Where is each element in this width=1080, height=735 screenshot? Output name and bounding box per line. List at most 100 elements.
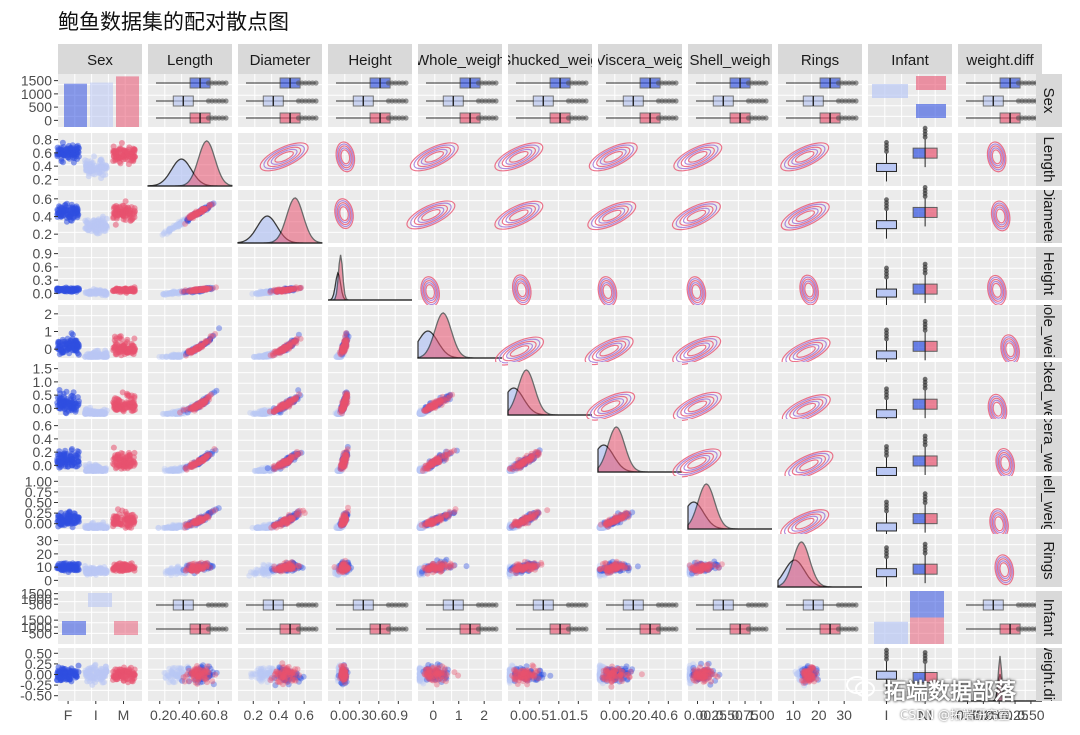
- point-M: [344, 337, 351, 344]
- panel-Length-vs-Rings: [778, 133, 862, 186]
- point-M: [127, 287, 134, 294]
- point-M: [124, 349, 131, 356]
- point-I: [163, 353, 170, 360]
- point-F: [69, 462, 76, 469]
- point-F: [63, 456, 70, 463]
- bar-F: [64, 83, 87, 127]
- contour: [592, 144, 635, 170]
- point-M: [273, 349, 280, 356]
- contour: [424, 150, 445, 163]
- point-M: [126, 213, 133, 219]
- contour: [794, 150, 815, 163]
- point-F: [213, 387, 220, 394]
- point-F: [64, 287, 71, 294]
- contour: [413, 144, 456, 170]
- point-F: [63, 398, 69, 405]
- point-I: [83, 163, 89, 170]
- panel-Sex-vs-Whole_weight: [418, 74, 502, 127]
- panel-Height-vs-Whole_weight: [418, 247, 502, 308]
- panel-Shucked_weight-vs-Diameter: [238, 362, 322, 417]
- point-F: [70, 457, 77, 464]
- panel-Shucked_weight-vs-weight.diff: [958, 362, 1042, 425]
- contour: [420, 148, 448, 165]
- box-NI-M: [924, 340, 938, 352]
- point-M: [427, 404, 434, 410]
- contour: [588, 142, 638, 172]
- panel-Diameter-vs-Shell_weight: [671, 190, 772, 243]
- panel-Shucked_weight-vs-Whole_weight: [416, 362, 502, 417]
- contour: [986, 141, 1007, 173]
- point-F: [70, 206, 77, 213]
- panel-background: [598, 133, 682, 186]
- outlier: [475, 80, 482, 86]
- panel-Length-vs-Sex: [54, 133, 142, 186]
- point-M: [191, 287, 198, 294]
- panel-Diameter-vs-Sex: [54, 190, 142, 243]
- point-M: [111, 455, 118, 462]
- point-M: [202, 338, 209, 344]
- contour: [596, 146, 631, 168]
- contour: [791, 148, 819, 165]
- point-M: [286, 402, 293, 409]
- point-F: [70, 159, 77, 166]
- outlier: [922, 261, 928, 267]
- point-I: [164, 410, 171, 417]
- contour: [991, 149, 1002, 165]
- outlier: [745, 80, 752, 86]
- panel-background: [688, 133, 772, 186]
- contour: [673, 142, 723, 172]
- panel-background: [868, 305, 952, 358]
- box-NI-F: [912, 147, 926, 159]
- panel-Length-vs-Diameter: [238, 133, 322, 186]
- contour: [339, 147, 352, 167]
- point-F: [73, 347, 80, 354]
- point-F: [76, 286, 82, 293]
- panel-Height-vs-Rings: [778, 247, 862, 306]
- point-I: [98, 175, 105, 182]
- point-M: [116, 397, 123, 404]
- outlier: [835, 115, 842, 121]
- point-F: [59, 139, 66, 146]
- point-F: [61, 207, 68, 214]
- contour: [340, 149, 351, 165]
- outlier: [205, 115, 212, 121]
- point-I: [98, 163, 105, 170]
- point-F: [57, 405, 64, 412]
- contour: [494, 142, 544, 172]
- point-M: [131, 394, 138, 401]
- panel-Whole_weight-vs-Whole_weight: [417, 305, 502, 359]
- outlier: [295, 80, 302, 86]
- box-NI-M: [924, 283, 938, 295]
- outlier: [884, 140, 889, 145]
- point-M: [126, 459, 133, 466]
- point-I: [91, 153, 97, 160]
- panel-Shucked_weight-vs-Length: [148, 362, 232, 417]
- contour: [337, 145, 353, 169]
- panel-Whole_weight-vs-Length: [148, 305, 232, 360]
- contour: [780, 142, 830, 172]
- point-I: [160, 230, 167, 237]
- point-I: [253, 290, 260, 297]
- panel-Height-vs-weight.diff: [958, 247, 1042, 306]
- box-I: [875, 162, 897, 172]
- point-I: [170, 410, 177, 417]
- panel-Shucked_weight-vs-Rings: [778, 362, 862, 424]
- point-F: [63, 347, 70, 354]
- contour: [680, 146, 715, 168]
- point-I: [171, 465, 178, 472]
- panel-Height-vs-Length: [148, 247, 232, 300]
- panel-Shucked_weight-vs-Height: [328, 362, 412, 417]
- contour: [270, 148, 298, 165]
- panel-Diameter-vs-Diameter: [237, 190, 323, 244]
- panel-Diameter-vs-Height: [328, 190, 412, 243]
- contour: [267, 146, 302, 168]
- box-NI-M: [924, 398, 938, 410]
- contour: [263, 144, 305, 170]
- point-M: [112, 151, 119, 157]
- outlier: [835, 98, 842, 104]
- panel-background: [958, 190, 1042, 243]
- point-M: [110, 288, 117, 295]
- panel-Shucked_weight-vs-Sex: [54, 362, 142, 417]
- panel-Length-vs-Infant: [868, 125, 952, 186]
- point-F: [58, 144, 65, 151]
